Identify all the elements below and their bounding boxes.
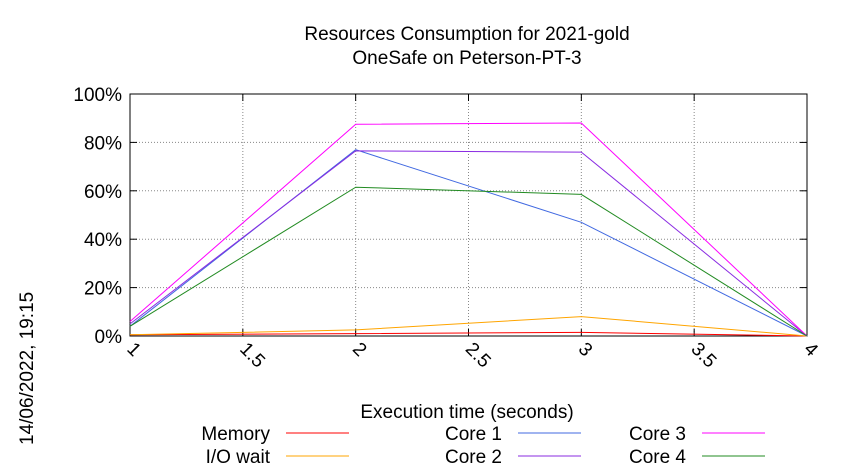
y-tick-label: 80% xyxy=(84,133,122,154)
series-line-core-3 xyxy=(129,122,808,337)
legend-label: Core 3 xyxy=(629,424,686,445)
legend-label: Memory xyxy=(201,424,270,445)
series-line-core-4 xyxy=(129,186,808,337)
x-tick-label: 2.5 xyxy=(461,339,495,373)
x-tick-label: 2 xyxy=(348,339,370,361)
y-tick-label: 20% xyxy=(84,279,122,300)
series-line-core-2 xyxy=(129,150,808,337)
chart-title: Resources Consumption for 2021-gold xyxy=(304,24,629,45)
x-tick-label: 1 xyxy=(122,339,144,361)
series-line-core-1 xyxy=(129,149,808,337)
y-tick-label: 0% xyxy=(95,327,123,348)
series-line-i-o-wait xyxy=(129,316,808,337)
x-tick-label: 3 xyxy=(574,339,596,361)
y-tick-label: 40% xyxy=(84,230,122,251)
series-line-memory xyxy=(129,331,808,337)
chart-subtitle: OneSafe on Peterson-PT-3 xyxy=(352,48,581,69)
x-tick-label: 4 xyxy=(799,339,822,362)
legend-label: I/O wait xyxy=(206,447,271,468)
y-tick-label: 60% xyxy=(84,182,122,203)
timestamp-label: 14/06/2022, 19:15 xyxy=(17,292,38,445)
x-tick-label: 3.5 xyxy=(687,339,721,373)
legend-label: Core 4 xyxy=(629,447,686,468)
x-tick-label: 1.5 xyxy=(235,339,269,373)
legend-label: Core 1 xyxy=(445,424,502,445)
x-axis-label: Execution time (seconds) xyxy=(360,402,573,423)
y-tick-label: 100% xyxy=(73,85,122,106)
legend-label: Core 2 xyxy=(445,447,502,468)
